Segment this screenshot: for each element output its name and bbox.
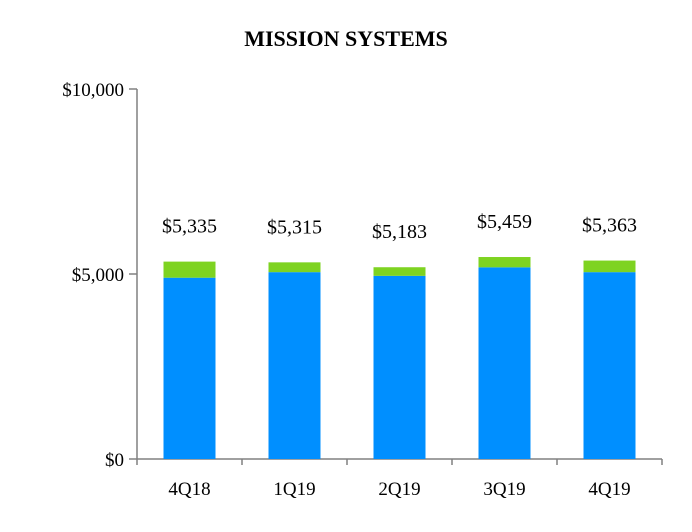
bar-segment-base — [373, 275, 426, 459]
y-tick-label: $0 — [105, 450, 124, 471]
y-tick-label: $5,000 — [72, 265, 124, 286]
x-tick-label: 1Q19 — [273, 479, 315, 500]
chart-title: MISSION SYSTEMS — [244, 26, 448, 51]
data-label: $5,459 — [477, 211, 532, 233]
plot-area: $0 $5,000 $10,000 $5,335 4Q18 $5,315 1Q19 $5,18… — [62, 80, 663, 500]
data-label: $5,183 — [372, 221, 427, 243]
bar-segment-top — [583, 260, 636, 273]
bar-segment-top — [478, 257, 531, 268]
x-tick-label: 3Q19 — [483, 479, 525, 500]
x-tick-label: 4Q18 — [168, 479, 210, 500]
x-tick-label: 4Q19 — [588, 479, 630, 500]
data-label: $5,363 — [582, 215, 637, 237]
data-label: $5,315 — [267, 216, 322, 238]
y-tick-label: $10,000 — [62, 80, 124, 101]
bar-segment-base — [583, 272, 636, 459]
bar-segment-base — [268, 272, 321, 459]
x-tick-label: 2Q19 — [378, 479, 420, 500]
bar-segment-top — [373, 267, 426, 276]
bar-segment-top — [268, 262, 321, 273]
bar-segment-base — [478, 267, 531, 459]
data-label: $5,335 — [162, 216, 217, 238]
bar-segment-top — [163, 261, 216, 278]
bar-segment-base — [163, 277, 216, 459]
